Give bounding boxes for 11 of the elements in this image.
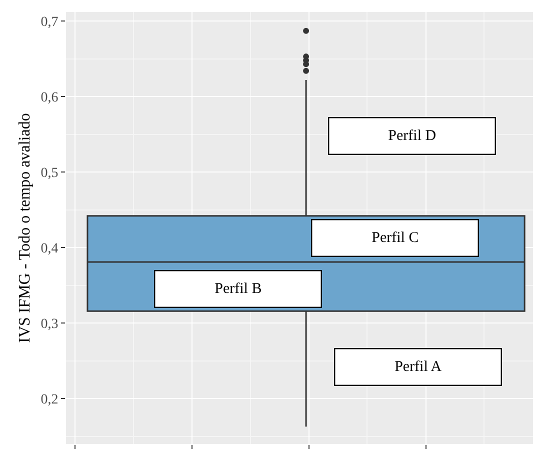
y-tick-label: 0,2 <box>40 392 58 408</box>
y-axis-title: IVS IFMG - Todo o tempo avaliado <box>16 113 34 343</box>
y-tick-label: 0,4 <box>40 242 58 257</box>
y-tick-label: 0,6 <box>40 90 58 106</box>
y-tick-label: 0,5 <box>40 166 58 182</box>
y-tick-label: 0,3 <box>40 317 58 332</box>
annotation: Perfil C <box>372 230 419 246</box>
y-tick-label: 0,7 <box>40 14 58 30</box>
annotation: Perfil A <box>394 359 442 376</box>
annotation: Perfil D <box>388 128 436 144</box>
annotation: Perfil B <box>214 281 262 298</box>
